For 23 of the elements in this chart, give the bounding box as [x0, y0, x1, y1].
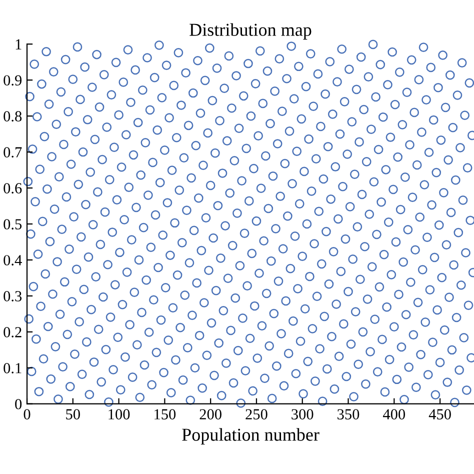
- x-tick-label: 300: [292, 409, 314, 420]
- y-tick-label: 0.5: [4, 219, 22, 230]
- y-tick-label: 0.6: [4, 183, 22, 194]
- x-tick-label: 50: [66, 409, 80, 420]
- y-tick-label: 0.1: [4, 363, 22, 374]
- y-tick-label: 0.4: [4, 255, 22, 266]
- x-tick-label: 150: [154, 409, 176, 420]
- y-tick-label: 0: [15, 398, 22, 410]
- chart-title: Distribution map: [190, 23, 312, 40]
- x-tick-label: 200: [200, 409, 222, 420]
- x-tick-label: 450: [428, 409, 451, 420]
- y-tick-label: 0.9: [4, 75, 22, 86]
- y-tick-label: 0.3: [4, 291, 22, 302]
- x-tick-label: 350: [338, 409, 360, 420]
- x-tick-label: 100: [108, 409, 130, 420]
- x-tick-label: 0: [24, 409, 30, 420]
- y-tick-label: 0.7: [4, 147, 22, 158]
- x-axis-title: Population number: [182, 428, 320, 444]
- y-tick-label: 1: [16, 39, 22, 50]
- y-tick-label: 0.8: [4, 111, 22, 122]
- x-tick-label: 250: [246, 409, 268, 420]
- x-tick-label: 400: [382, 409, 406, 420]
- y-tick-label: 0.2: [4, 327, 22, 338]
